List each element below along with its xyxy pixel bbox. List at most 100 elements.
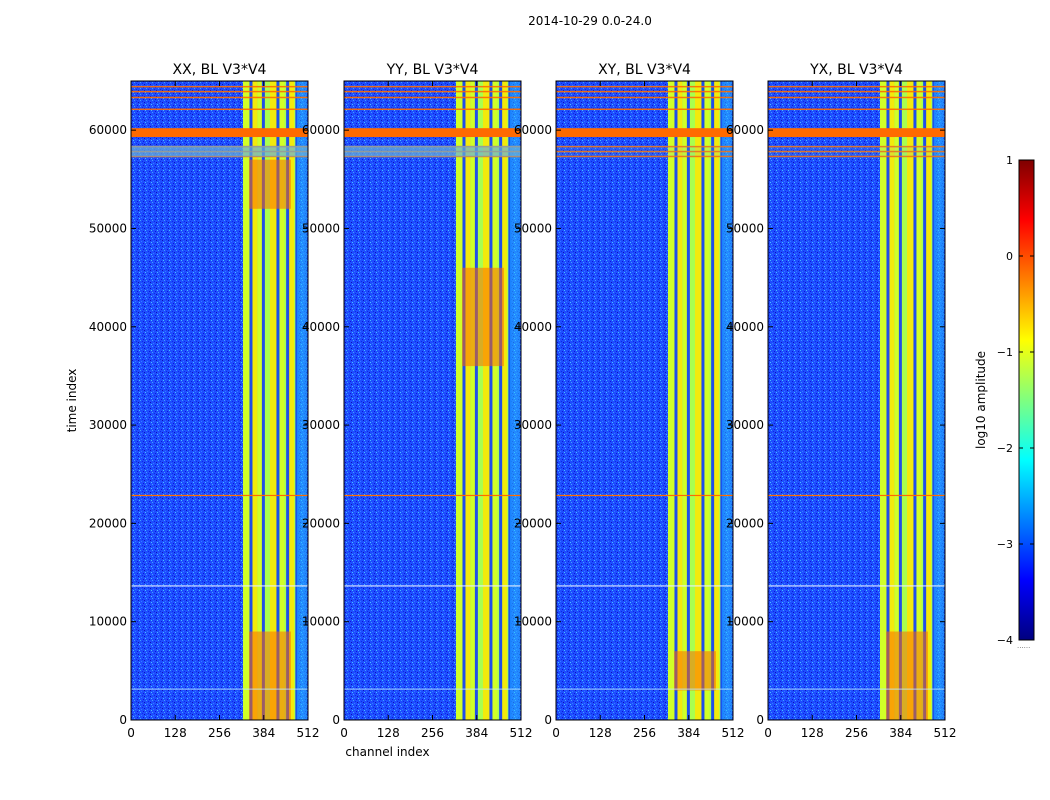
rfi-row <box>131 688 308 690</box>
rfi-band <box>556 128 733 138</box>
x-tick-label: 0 <box>552 726 560 740</box>
rfi-band <box>344 128 521 138</box>
rfi-row <box>131 96 308 99</box>
band-edge <box>933 81 944 720</box>
rfi-row <box>131 85 308 88</box>
hot-region <box>249 159 291 209</box>
colorbar-tick-label: −1 <box>997 346 1013 359</box>
x-tick-label: 256 <box>208 726 231 740</box>
y-tick-label: 0 <box>756 713 764 727</box>
y-tick-label: 40000 <box>726 320 764 334</box>
band-edge <box>296 81 307 720</box>
band-stripe <box>258 81 266 720</box>
hot-region <box>886 631 928 720</box>
y-tick-label: 60000 <box>89 123 127 137</box>
y-tick-label: 20000 <box>302 516 340 530</box>
band-stripe <box>500 81 508 720</box>
rfi-row <box>344 85 521 88</box>
rfi-row <box>556 155 733 158</box>
rfi-row <box>768 145 945 148</box>
x-tick-label: 512 <box>934 726 957 740</box>
x-tick-label: 128 <box>801 726 824 740</box>
band-stripe <box>683 81 691 720</box>
band-gap <box>898 81 902 720</box>
band-gap <box>508 81 512 720</box>
x-tick-label: 128 <box>377 726 400 740</box>
band-stripe <box>668 81 676 720</box>
y-tick-label: 50000 <box>514 221 552 235</box>
rfi-row <box>556 150 733 153</box>
rfi-row <box>556 688 733 690</box>
band-stripe <box>287 81 295 720</box>
colorbar-footer: ...... <box>1017 642 1030 650</box>
rfi-row <box>556 85 733 88</box>
band-stripe <box>712 81 720 720</box>
band-stripe <box>906 81 914 720</box>
rfi-row <box>131 90 308 93</box>
band-stripe <box>914 81 922 720</box>
y-axis-label: time index <box>65 369 79 433</box>
heatmap-panel: YY, BL V3*V4 0 128 256 384 512 0 10000 20000 3000… <box>302 62 533 759</box>
band-stripe <box>924 81 932 720</box>
y-tick-label: 40000 <box>514 320 552 334</box>
band-gap <box>462 81 466 720</box>
x-tick-label: 0 <box>340 726 348 740</box>
band-stripe <box>694 81 702 720</box>
x-tick-label: 384 <box>465 726 488 740</box>
band-gap <box>923 81 927 720</box>
band-gap <box>286 81 290 720</box>
y-tick-label: 60000 <box>514 123 552 137</box>
hot-region <box>674 651 716 691</box>
band-stripe <box>490 81 498 720</box>
colorbar-tick-label: 0 <box>1006 250 1013 263</box>
band-gap <box>686 81 690 720</box>
y-tick-label: 60000 <box>726 123 764 137</box>
panel-title: XY, BL V3*V4 <box>598 62 691 78</box>
band-stripe <box>250 81 258 720</box>
rfi-row <box>768 155 945 158</box>
band-stripe <box>456 81 464 720</box>
rfi-row <box>768 150 945 153</box>
band-gap <box>261 81 265 720</box>
colorbar-tick-label: −4 <box>997 634 1013 647</box>
rfi-row <box>556 90 733 93</box>
y-tick-label: 50000 <box>726 221 764 235</box>
band-stripe <box>895 81 903 720</box>
band-stripe <box>243 81 251 720</box>
rfi-row <box>556 494 733 497</box>
rfi-row <box>556 145 733 148</box>
band-gap <box>489 81 493 720</box>
y-tick-label: 60000 <box>302 123 340 137</box>
x-tick-label: 0 <box>764 726 772 740</box>
band-gap <box>276 81 280 720</box>
x-tick-label: 256 <box>633 726 656 740</box>
heatmap-panel: XX, BL V3*V4 0 128 256 384 512 0 10000 20000 3000… <box>65 62 319 740</box>
rfi-row <box>344 96 521 99</box>
panel-title: YY, BL V3*V4 <box>386 62 479 78</box>
y-tick-label: 0 <box>119 713 127 727</box>
rfi-row <box>131 585 308 587</box>
x-tick-label: 256 <box>421 726 444 740</box>
rfi-row <box>131 108 308 111</box>
rfi-row <box>556 585 733 587</box>
rfi-band <box>768 128 945 138</box>
hot-region <box>462 267 504 367</box>
band-gap <box>249 81 253 720</box>
rfi-row <box>768 108 945 111</box>
y-tick-label: 30000 <box>89 418 127 432</box>
band-stripe <box>277 81 285 720</box>
y-tick-label: 20000 <box>726 516 764 530</box>
x-tick-label: 384 <box>677 726 700 740</box>
y-tick-label: 20000 <box>514 516 552 530</box>
rfi-row <box>556 108 733 111</box>
band-gap <box>932 81 936 720</box>
y-tick-label: 30000 <box>726 418 764 432</box>
band-stripe <box>269 81 277 720</box>
rfi-block <box>131 145 308 157</box>
x-tick-label: 384 <box>889 726 912 740</box>
panel-title: YX, BL V3*V4 <box>809 62 903 78</box>
band-gap <box>886 81 890 720</box>
x-tick-label: 384 <box>252 726 275 740</box>
y-tick-label: 30000 <box>302 418 340 432</box>
x-tick-label: 0 <box>127 726 135 740</box>
